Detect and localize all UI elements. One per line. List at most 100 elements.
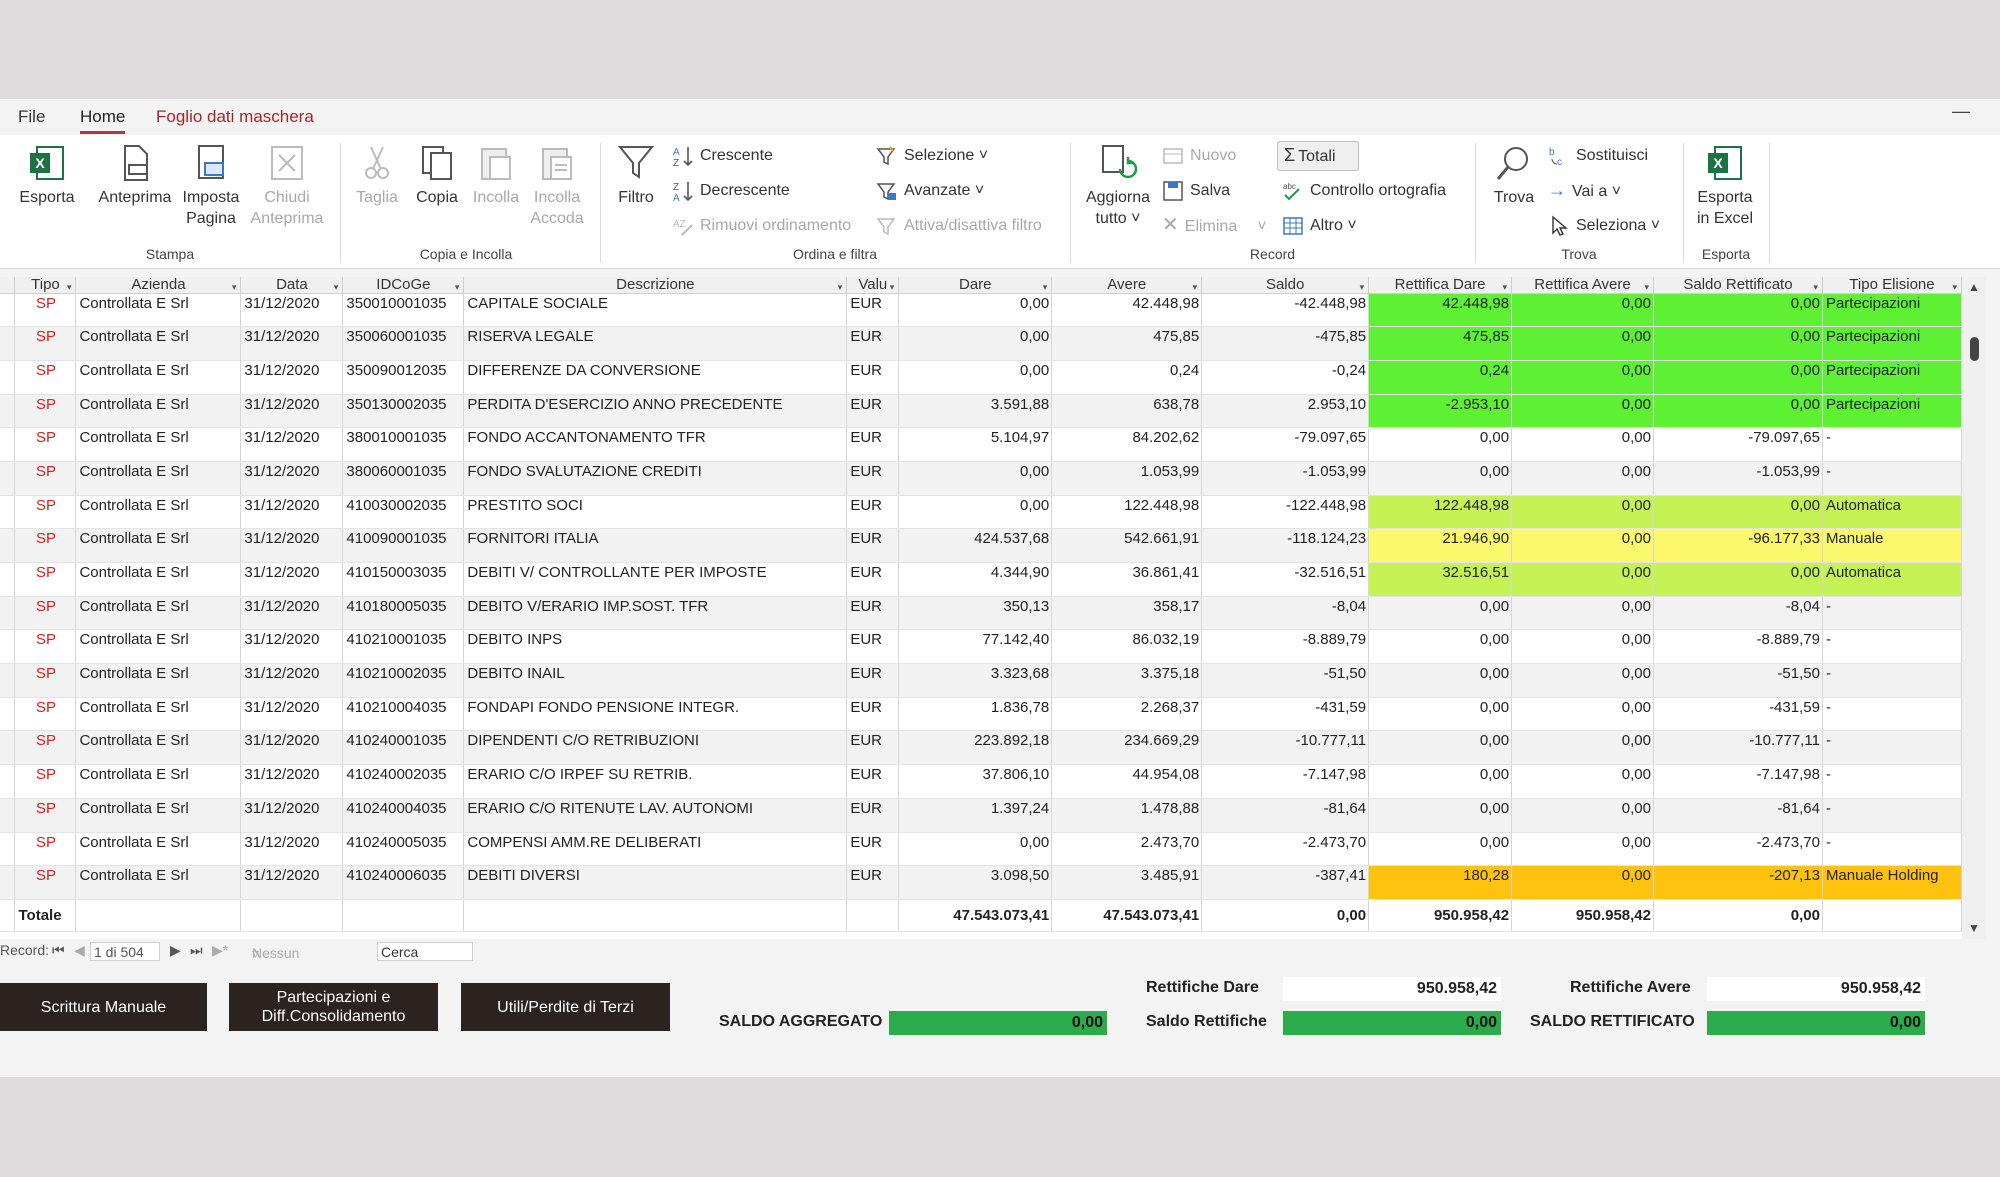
row-selector[interactable] [0, 832, 16, 867]
table-cell[interactable]: 410240002035 [342, 764, 465, 799]
table-row[interactable]: SP Controllata E Srl 31/12/2020 41024000103… [0, 730, 1962, 766]
table-cell[interactable]: SP [14, 865, 77, 900]
table-cell[interactable]: 42.448,98 [1051, 293, 1203, 328]
table-cell[interactable]: -81,64 [1653, 798, 1823, 833]
table-cell[interactable]: 31/12/2020 [240, 326, 344, 361]
vai-a-dropdown[interactable]: → Vai a ˅ [1548, 180, 1621, 202]
row-selector[interactable] [0, 798, 16, 833]
table-row[interactable]: SP Controllata E Srl 31/12/2020 41015000303… [0, 562, 1962, 597]
row-selector[interactable] [0, 730, 16, 766]
incolla-button[interactable]: Incolla [468, 143, 524, 208]
table-cell[interactable]: 0,00 [1511, 495, 1654, 530]
table-cell[interactable]: SP [14, 528, 77, 563]
table-cell[interactable]: EUR [846, 764, 900, 799]
table-cell[interactable]: 122.448,98 [1051, 495, 1203, 530]
minimize-button[interactable]: — [1952, 101, 1970, 121]
table-cell[interactable]: 2.953,10 [1201, 394, 1370, 429]
table-cell[interactable]: -7.147,98 [1653, 764, 1823, 799]
row-selector[interactable] [0, 663, 16, 698]
table-cell[interactable]: 31/12/2020 [240, 562, 344, 597]
anteprima-button[interactable]: Anteprima [92, 143, 178, 208]
table-row[interactable]: SP Controllata E Srl 31/12/2020 41003000203… [0, 495, 1962, 530]
scroll-up-icon[interactable]: ▲ [1968, 280, 1980, 294]
vertical-scrollbar[interactable]: ▲ ▼ [1962, 277, 1986, 939]
table-cell[interactable]: SP [14, 629, 77, 665]
column-filter-arrow-icon[interactable]: ▾ [1644, 282, 1649, 292]
table-cell[interactable]: 31/12/2020 [240, 730, 344, 766]
table-cell[interactable]: - [1822, 663, 1962, 698]
table-cell[interactable]: Controllata E Srl [75, 832, 242, 867]
table-cell[interactable]: 0,00 [1368, 629, 1513, 665]
record-position-field[interactable]: 1 di 504 [90, 942, 160, 961]
table-cell[interactable]: SP [14, 293, 77, 328]
table-cell[interactable]: 0,00 [1511, 528, 1654, 563]
table-cell[interactable]: Automatica [1822, 495, 1962, 530]
table-row[interactable]: SP Controllata E Srl 31/12/2020 35006000103… [0, 326, 1962, 361]
table-cell[interactable]: Controllata E Srl [75, 326, 242, 361]
table-cell[interactable]: FORNITORI ITALIA [463, 528, 848, 563]
column-header[interactable]: Rettifica Dare ▾ [1368, 277, 1513, 294]
table-cell[interactable]: Controllata E Srl [75, 730, 242, 766]
table-cell[interactable]: -431,59 [1653, 697, 1823, 732]
table-cell[interactable]: 0,00 [1511, 730, 1654, 766]
column-header[interactable]: Azienda ▾ [75, 277, 242, 294]
table-cell[interactable]: - [1822, 697, 1962, 732]
table-cell[interactable]: 21.946,90 [1368, 528, 1513, 563]
table-cell[interactable]: DEBITO V/ERARIO IMP.SOST. TFR [463, 596, 848, 631]
table-cell[interactable]: FONDO ACCANTONAMENTO TFR [463, 427, 848, 462]
table-cell[interactable]: 410240001035 [342, 730, 465, 766]
table-cell[interactable]: 31/12/2020 [240, 764, 344, 799]
table-cell[interactable]: EUR [846, 629, 900, 665]
table-cell[interactable]: 0,00 [1511, 697, 1654, 732]
column-header[interactable]: Dare ▾ [898, 277, 1053, 294]
table-cell[interactable]: 0,00 [1511, 865, 1654, 900]
table-cell[interactable]: -51,50 [1201, 663, 1370, 698]
table-cell[interactable]: SP [14, 596, 77, 631]
table-cell[interactable]: 0,00 [1368, 427, 1513, 462]
table-row[interactable]: SP Controllata E Srl 31/12/2020 38006000103… [0, 461, 1962, 496]
table-cell[interactable]: Partecipazioni [1822, 326, 1962, 361]
table-row[interactable]: SP Controllata E Srl 31/12/2020 41024000203… [0, 764, 1962, 799]
table-cell[interactable]: EUR [846, 427, 900, 462]
controllo-ortografia-button[interactable]: abc Controllo ortografia [1282, 180, 1446, 202]
table-cell[interactable]: Controllata E Srl [75, 461, 242, 496]
table-cell[interactable]: 3.375,18 [1051, 663, 1203, 698]
table-cell[interactable]: 542.661,91 [1051, 528, 1203, 563]
row-selector[interactable] [0, 764, 16, 799]
column-header[interactable]: Saldo ▾ [1201, 277, 1370, 294]
table-cell[interactable]: EUR [846, 528, 900, 563]
table-cell[interactable]: Controllata E Srl [75, 394, 242, 429]
table-row[interactable]: SP Controllata E Srl 31/12/2020 41009000103… [0, 528, 1962, 563]
table-cell[interactable]: 0,00 [1511, 360, 1654, 395]
table-cell[interactable]: 0,00 [1653, 293, 1823, 328]
table-cell[interactable]: 3.485,91 [1051, 865, 1203, 900]
taglia-button[interactable]: Taglia [352, 143, 402, 208]
table-cell[interactable]: Controllata E Srl [75, 865, 242, 900]
first-record-icon[interactable]: ⏮ [52, 942, 65, 958]
row-selector[interactable] [0, 326, 16, 361]
row-selector[interactable] [0, 629, 16, 665]
row-selector[interactable] [0, 427, 16, 462]
table-cell[interactable]: 77.142,40 [898, 629, 1053, 665]
column-header[interactable]: Avere ▾ [1051, 277, 1203, 294]
table-row[interactable]: SP Controllata E Srl 31/12/2020 41021000403… [0, 697, 1962, 732]
row-selector[interactable] [0, 562, 16, 597]
table-cell[interactable]: 0,00 [1511, 427, 1654, 462]
table-cell[interactable]: 36.861,41 [1051, 562, 1203, 597]
table-cell[interactable]: 0,00 [1368, 596, 1513, 631]
table-cell[interactable]: Controllata E Srl [75, 798, 242, 833]
column-filter-arrow-icon[interactable]: ▾ [837, 282, 843, 292]
table-cell[interactable]: 638,78 [1051, 394, 1203, 429]
column-filter-arrow-icon[interactable]: ▾ [1042, 282, 1048, 292]
table-cell[interactable]: EUR [846, 326, 900, 361]
table-cell[interactable]: 0,00 [1511, 596, 1654, 631]
table-cell[interactable]: -81,64 [1201, 798, 1370, 833]
table-cell[interactable]: ERARIO C/O IRPEF SU RETRIB. [463, 764, 848, 799]
table-cell[interactable]: 44.954,08 [1051, 764, 1203, 799]
table-cell[interactable]: EUR [846, 293, 900, 328]
table-cell[interactable]: -2.473,70 [1201, 832, 1370, 867]
table-cell[interactable]: Controllata E Srl [75, 293, 242, 328]
column-filter-arrow-icon[interactable]: ▾ [889, 282, 895, 292]
prev-record-icon[interactable]: ◀ [74, 942, 85, 958]
crescente-button[interactable]: A Z Crescente [672, 145, 773, 169]
